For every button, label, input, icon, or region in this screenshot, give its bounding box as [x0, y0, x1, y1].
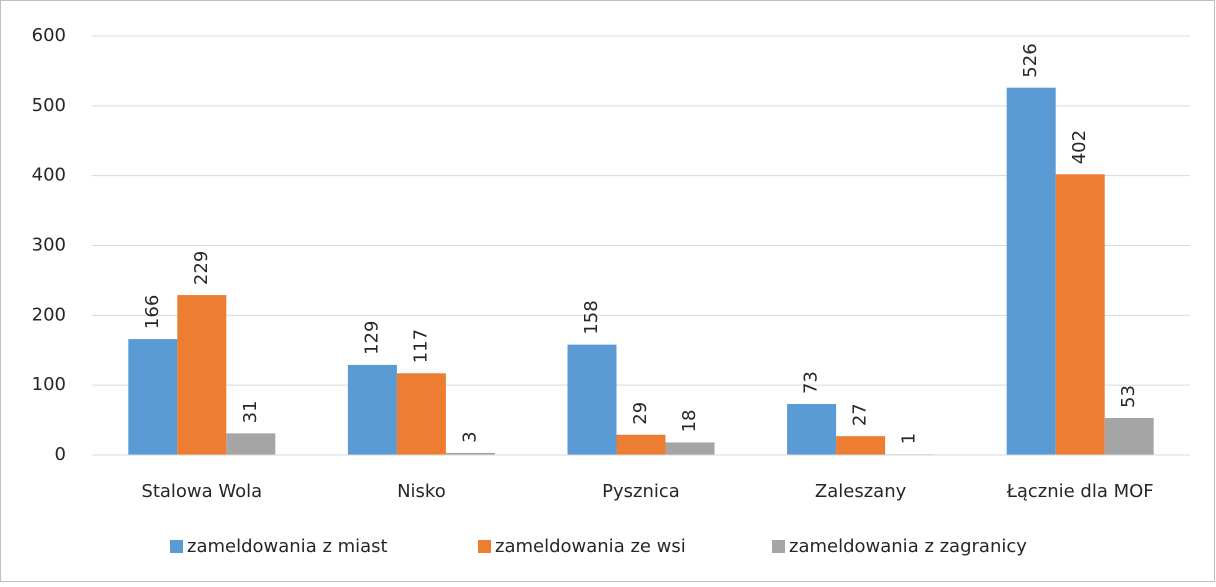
bar	[445, 452, 495, 455]
bar	[836, 436, 886, 455]
data-label: 73	[801, 371, 822, 394]
legend-label: zameldowania ze wsi	[495, 536, 686, 557]
data-label: 117	[410, 329, 431, 363]
bar	[347, 364, 397, 455]
data-label: 29	[630, 402, 651, 425]
data-label: 526	[1020, 43, 1041, 77]
data-label: 129	[361, 321, 382, 355]
bar	[665, 442, 715, 455]
y-tick-label: 400	[32, 165, 66, 186]
x-tick-label: Zaleszany	[815, 481, 907, 502]
legend-label: zameldowania z miast	[187, 536, 388, 557]
x-tick-label: Stalowa Wola	[141, 481, 262, 502]
legend-label: zameldowania z zagranicy	[789, 536, 1027, 557]
data-label: 3	[459, 431, 480, 442]
bar	[787, 404, 837, 455]
x-tick-label: Nisko	[397, 481, 446, 502]
data-label: 229	[191, 251, 212, 285]
data-label: 166	[142, 295, 163, 329]
data-label: 53	[1118, 385, 1139, 408]
data-label: 1	[899, 433, 920, 444]
legend-swatch	[478, 540, 491, 553]
y-tick-label: 300	[32, 235, 66, 256]
bar	[567, 344, 617, 455]
data-label: 18	[679, 410, 700, 433]
y-tick-label: 100	[32, 374, 66, 395]
bar	[1006, 87, 1056, 455]
bar	[128, 339, 178, 455]
bar	[1104, 417, 1154, 455]
legend-swatch	[772, 540, 785, 553]
data-label: 31	[240, 400, 261, 423]
y-tick-label: 500	[32, 95, 66, 116]
y-tick-label: 0	[55, 444, 66, 465]
bar	[1055, 174, 1105, 455]
legend-swatch	[170, 540, 183, 553]
data-label: 402	[1069, 130, 1090, 164]
bar	[396, 373, 446, 455]
data-label: 27	[850, 403, 871, 426]
bar	[226, 433, 276, 455]
data-label: 158	[581, 300, 602, 334]
x-tick-label: Pysznica	[602, 481, 680, 502]
y-tick-label: 600	[32, 25, 66, 46]
bar	[616, 434, 666, 455]
x-tick-label: Łącznie dla MOF	[1006, 481, 1154, 502]
y-tick-label: 200	[32, 304, 66, 325]
bar	[177, 295, 227, 455]
